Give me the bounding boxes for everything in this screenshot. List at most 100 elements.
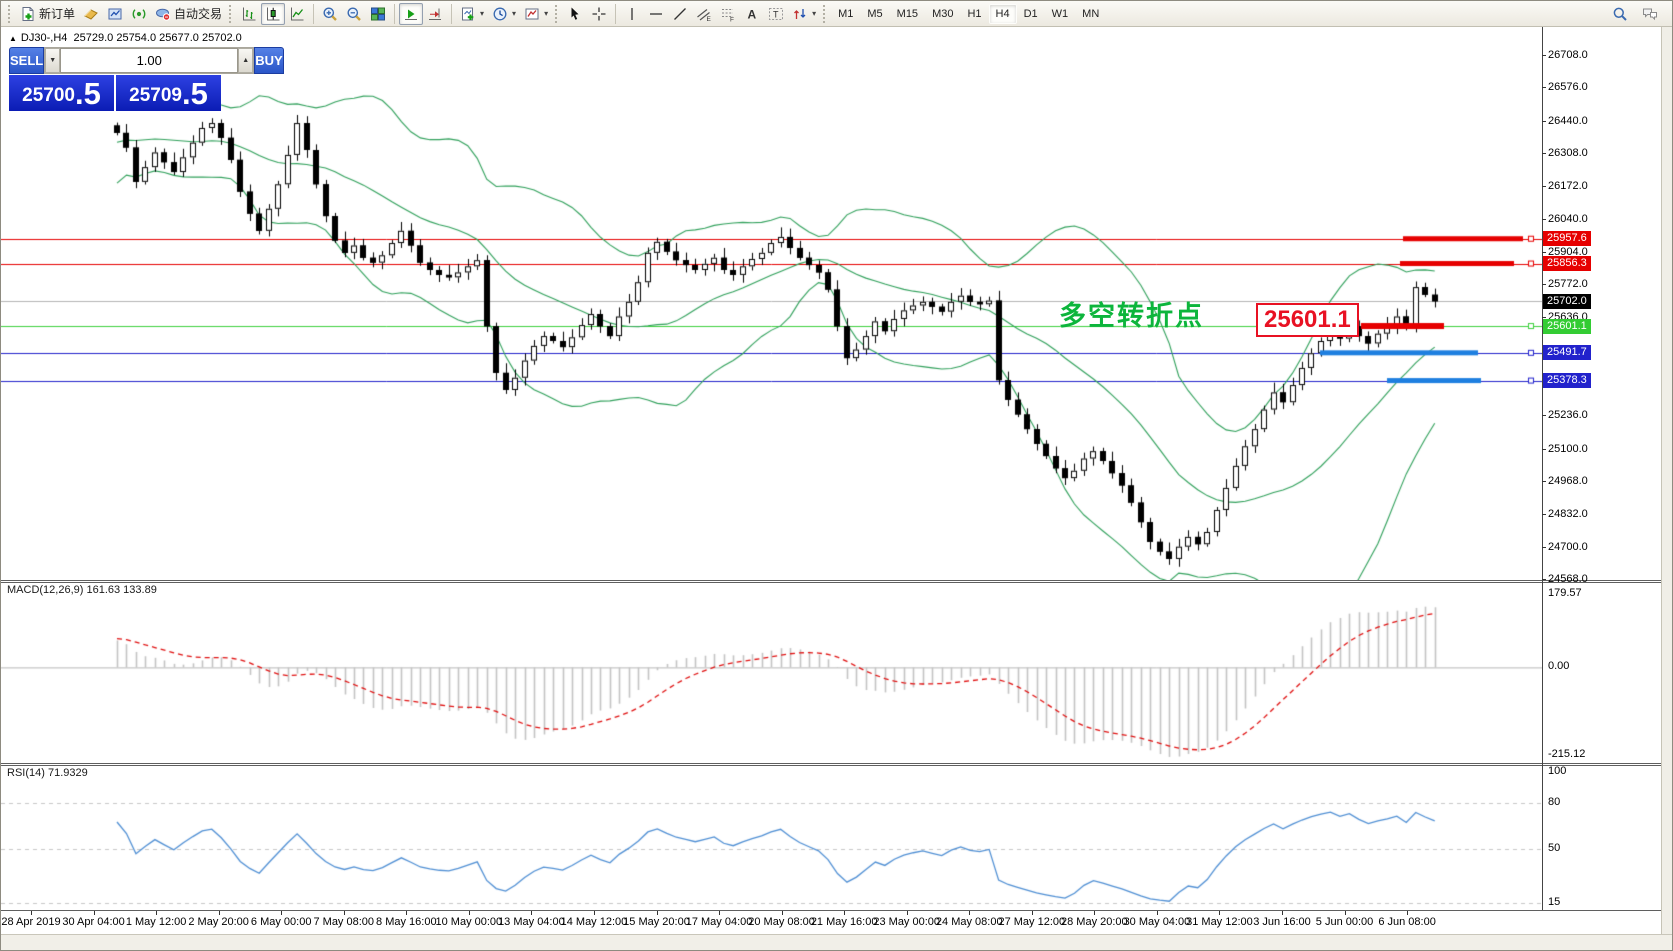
equidistant-channel-button[interactable]: E [692,3,716,25]
horizontal-line-icon [648,6,664,22]
toolbar: 新订单 自动交易 [1,1,1672,27]
toolbar-grip[interactable] [8,4,11,23]
rsi-canvas[interactable] [1,766,1542,910]
line-chart-icon [289,6,305,22]
rsi-axis-tick: 50 [1548,841,1561,854]
timeframe-H1[interactable]: H1 [967,7,982,20]
toolbar-grip[interactable] [229,4,232,23]
window-bottom-strip [1,934,1672,950]
indicators-button[interactable]: ▾ [456,3,488,25]
price-tick: 24568.0 [1542,573,1588,585]
candlestick-chart-button[interactable] [261,2,286,25]
zoom-in-button[interactable] [318,3,342,25]
volume-decrease-button[interactable]: ▼ [45,48,61,73]
price-level-badge: 25957.6 [1543,231,1591,247]
vertical-line-button[interactable] [620,3,644,25]
arrows-button[interactable]: ▾ [788,3,820,25]
chart-shift-button[interactable] [423,3,447,25]
price-tick: 25236.0 [1542,409,1588,422]
rsi-axis-tick: 80 [1548,796,1561,808]
fibonacci-button[interactable]: F [716,3,740,25]
volume-input[interactable] [60,48,239,73]
time-tick: 8 May 16:00 [376,916,437,928]
buy-price-main: 25709 [129,85,182,106]
time-tick: 6 Jun 08:00 [1378,916,1436,928]
macd-canvas[interactable] [1,583,1542,763]
search-button[interactable] [1608,3,1632,25]
timeframe-D1[interactable]: D1 [1023,7,1038,20]
text-label-icon: T [768,6,784,22]
periods-caret-icon: ▾ [512,9,517,18]
timeframe-M5[interactable]: M5 [867,7,883,20]
svg-text:F: F [730,16,734,22]
timeframe-M1[interactable]: M1 [838,7,854,20]
auto-trading-button[interactable]: 自动交易 [151,3,226,25]
time-tick: 21 May 16:00 [810,916,878,928]
panel-divider[interactable] [1,763,1661,766]
time-tick: 14 May 12:00 [560,916,628,928]
toolbar-grip[interactable] [555,4,558,23]
buy-price[interactable]: 25709.5 [116,75,221,111]
time-tick: 2 May 20:00 [188,916,249,928]
chat-button[interactable] [1638,3,1662,25]
cursor-button[interactable] [563,3,587,25]
text-label-button[interactable]: T [764,3,788,25]
auto-scroll-icon [403,6,419,22]
buy-button[interactable]: BUY [254,47,284,74]
time-tick-mark [1094,911,1096,915]
templates-button[interactable]: ▾ [520,3,552,25]
time-tick: 27 May 12:00 [998,916,1066,928]
line-chart-button[interactable] [285,3,309,25]
tile-windows-button[interactable] [366,3,390,25]
text-button[interactable]: A [740,3,764,25]
trendline-button[interactable] [668,3,692,25]
gold-block-icon [83,6,99,22]
one-click-trading-panel: SELL ▼ ▲ BUY 25700.5 25709.5 [9,47,284,111]
timeframe-MN[interactable]: MN [1082,7,1100,20]
time-tick-mark [719,911,721,915]
horizontal-line-button[interactable] [644,3,668,25]
sell-price[interactable]: 25700.5 [9,75,114,111]
time-tick-mark [844,911,846,915]
toolbar-grip[interactable] [823,4,826,23]
toolbar-separator [451,3,453,24]
price-tick: 26040.0 [1542,212,1588,225]
time-tick: 13 May 04:00 [498,916,565,928]
time-tick-mark [969,911,971,915]
bar-chart-button[interactable] [237,3,261,25]
price-level-badge: 25491.7 [1543,345,1591,361]
sell-button[interactable]: SELL [9,47,45,74]
timeframe-H4[interactable]: H4 [988,3,1017,24]
time-tick-mark [1282,911,1283,915]
auto-trading-label: 自动交易 [174,7,223,21]
candlestick-chart-icon [265,6,281,22]
market-watch-button[interactable] [103,3,127,25]
collapse-icon[interactable]: ▲ [9,34,17,43]
macd-axis-tick: -215.12 [1548,747,1586,760]
timeframe-M15[interactable]: M15 [896,7,919,20]
signal-button[interactable] [127,3,151,25]
new-order-button[interactable]: 新订单 [16,3,79,25]
history-center-button[interactable] [79,3,103,25]
time-tick-mark [1156,911,1158,915]
panel-divider[interactable] [1,580,1661,583]
annotation-price-box: 25601.1 [1256,303,1359,337]
time-tick-mark [1344,911,1346,915]
zoom-out-button[interactable] [342,3,366,25]
crosshair-icon [591,6,607,22]
timeframe-W1[interactable]: W1 [1051,7,1069,20]
zoom-in-icon [322,6,338,22]
price-tick: 24968.0 [1542,475,1588,488]
time-tick-mark [31,911,32,915]
volume-increase-button[interactable]: ▲ [238,48,254,73]
auto-scroll-button[interactable] [399,2,424,25]
periods-button[interactable]: ▾ [488,3,520,25]
clock-icon [492,6,508,22]
macd-label: MACD(12,26,9) 161.63 133.89 [7,584,157,596]
price-level-badge: 25856.3 [1543,256,1591,272]
timeframe-M30[interactable]: M30 [932,7,954,20]
sell-price-main: 25700 [22,85,75,106]
search-icon [1612,6,1628,22]
volume-spinner: ▼ ▲ [44,47,255,74]
crosshair-button[interactable] [587,3,611,25]
